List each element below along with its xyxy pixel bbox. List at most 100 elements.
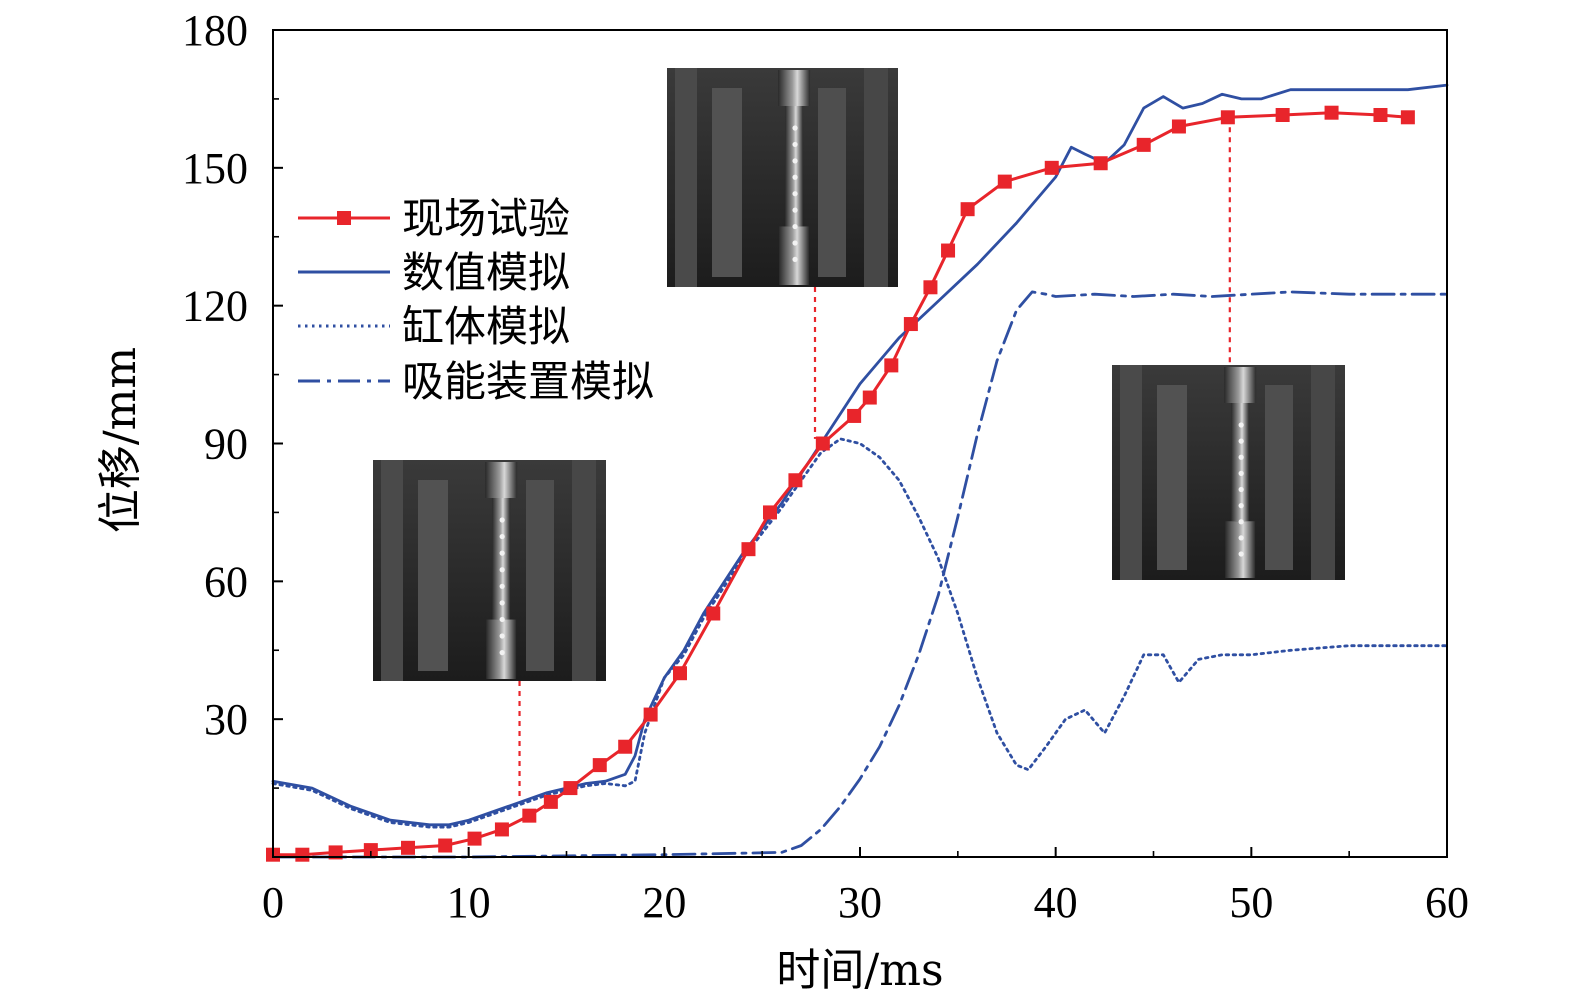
legend-item-2: 数值模拟 [298, 248, 570, 297]
x-tick-label: 40 [1034, 878, 1078, 927]
data-point-marker [741, 542, 756, 557]
photo-column-left [381, 460, 403, 681]
photo-marker-dot [792, 158, 798, 164]
photo-marker-dot [499, 533, 505, 540]
data-point-marker [1400, 110, 1415, 125]
simulation-line [271, 437, 1449, 829]
photo-marker-dot [499, 583, 505, 589]
x-tick-label: 60 [1425, 878, 1469, 927]
photo-marker-dot [792, 191, 798, 197]
data-point-marker [862, 390, 877, 405]
data-point-marker [563, 781, 578, 796]
x-tick-label: 0 [262, 878, 284, 927]
guide-lines [518, 117, 1231, 798]
data-point-marker [1275, 107, 1290, 122]
photo-panel [418, 480, 448, 671]
y-tick-label: 60 [204, 557, 248, 606]
data-point-marker [903, 317, 918, 332]
series-4 [271, 290, 1449, 859]
data-point-marker [1136, 137, 1151, 152]
data-point-marker [1220, 110, 1235, 125]
data-point-marker [941, 243, 956, 258]
data-point-marker [1171, 119, 1186, 134]
y-tick-label: 120 [182, 282, 248, 331]
data-point-marker [543, 794, 558, 809]
photo-marker-dot [792, 174, 798, 180]
photo-panel [1265, 385, 1293, 570]
photo-marker-dot [499, 567, 505, 573]
y-tick-label: 30 [204, 695, 248, 744]
photo-cylinder-head [1224, 367, 1257, 403]
photo-marker-dot [1238, 486, 1244, 493]
x-tick-label: 30 [838, 878, 882, 927]
inset-photo-2 [667, 68, 898, 287]
data-point-marker [328, 845, 343, 860]
photo-marker-dot [792, 256, 798, 262]
legend-label: 数值模拟 [402, 248, 570, 297]
photo-column-right [572, 460, 596, 681]
x-tick-label: 20 [642, 878, 686, 927]
data-point-marker [923, 280, 938, 295]
data-point-marker [592, 758, 607, 773]
photo-marker-dot [1238, 438, 1244, 444]
data-point-marker [1093, 156, 1108, 171]
photo-piston-rod [785, 106, 804, 227]
photo-panel [818, 88, 846, 277]
photo-marker-dot [1238, 535, 1244, 541]
data-point-marker [363, 843, 378, 858]
axes: 0 10 20 30 40 50 60 30 60 90 120 150 180 [182, 6, 1469, 927]
photo-marker-dot [499, 600, 505, 606]
data-point-marker [1044, 160, 1059, 175]
data-point-marker [438, 838, 453, 853]
legend-swatch-marker [337, 211, 351, 225]
inset-photo-3 [1112, 365, 1345, 580]
y-tick-label: 90 [204, 420, 248, 469]
photo-marker-dot [1238, 551, 1244, 557]
photo-marker-dot [792, 207, 798, 213]
data-point-marker [672, 666, 687, 681]
photo-marker-dot [1238, 519, 1244, 525]
data-point-marker [960, 202, 975, 217]
legend-label: 吸能装置模拟 [402, 357, 654, 406]
photo-column-left [1120, 365, 1142, 580]
legend-label: 现场试验 [402, 194, 570, 243]
x-tick-label: 10 [447, 878, 491, 927]
photo-marker-dot [792, 141, 798, 148]
series-1 [266, 105, 1415, 862]
photo-marker-dot [499, 650, 505, 656]
data-point-marker [788, 473, 803, 488]
data-point-marker [295, 847, 310, 862]
photo-marker-dot [499, 633, 505, 639]
data-point-marker [762, 505, 777, 520]
y-tick-label: 180 [182, 6, 248, 55]
photo-panel [712, 88, 742, 277]
photo-marker-dot [792, 223, 798, 230]
inset-photos [373, 68, 1345, 681]
data-point-marker [1324, 105, 1339, 120]
photo-column-right [864, 68, 888, 287]
photo-marker-dot [1238, 503, 1244, 509]
data-point-marker [467, 831, 482, 846]
y-axis-title: 位移/mm [95, 347, 146, 533]
photo-cylinder-head [485, 462, 518, 498]
data-point-marker [618, 739, 633, 754]
legend-item-4: 吸能装置模拟 [298, 357, 654, 406]
photo-piston-rod [492, 498, 511, 620]
x-axis-title: 时间/ms [776, 945, 943, 996]
data-point-marker [847, 408, 862, 423]
photo-piston-rod [1231, 403, 1250, 522]
photo-marker-dot [1238, 422, 1244, 428]
data-point-marker [522, 808, 537, 823]
photo-marker-dot [1238, 470, 1244, 476]
photo-marker-dot [792, 240, 798, 246]
photo-panel [526, 480, 554, 671]
legend-item-1: 现场试验 [298, 194, 570, 243]
y-tick-label: 150 [182, 144, 248, 193]
data-point-marker [884, 358, 899, 373]
photo-marker-dot [499, 616, 505, 623]
inset-photo-1 [373, 460, 606, 681]
photo-marker-dot [792, 125, 798, 131]
photo-cylinder-body [1225, 521, 1256, 578]
